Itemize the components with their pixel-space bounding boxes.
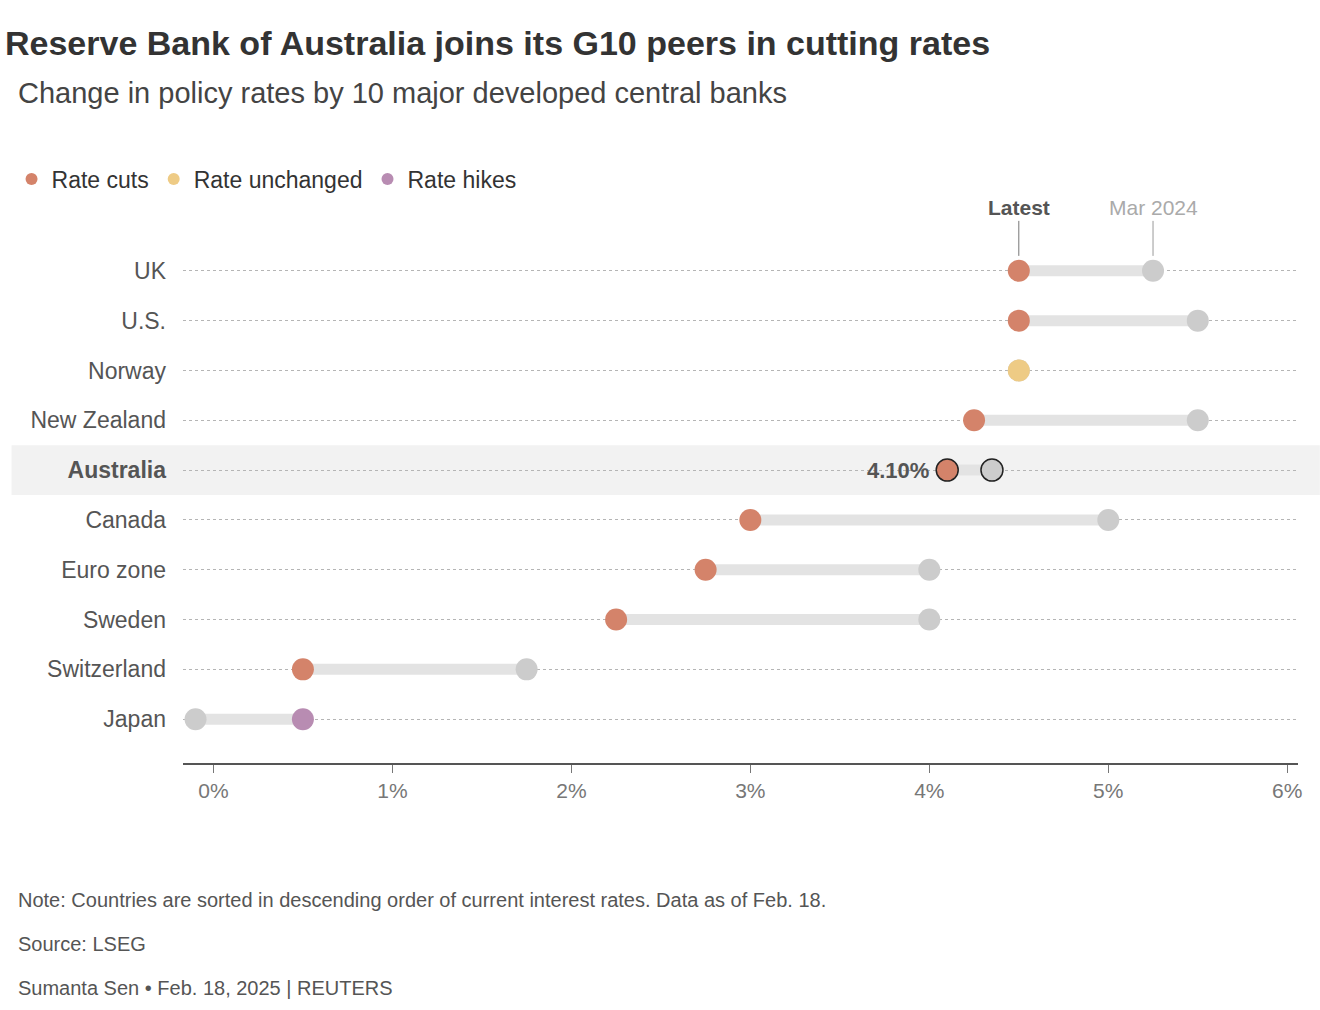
- svg-text:6%: 6%: [1272, 779, 1302, 802]
- svg-text:0%: 0%: [198, 779, 228, 802]
- svg-text:Euro zone: Euro zone: [61, 557, 166, 583]
- svg-text:3%: 3%: [735, 779, 765, 802]
- svg-text:4%: 4%: [914, 779, 944, 802]
- svg-text:Rate hikes: Rate hikes: [408, 167, 517, 193]
- svg-text:New Zealand: New Zealand: [30, 407, 166, 433]
- svg-text:Source: LSEG: Source: LSEG: [18, 933, 146, 955]
- svg-text:Australia: Australia: [68, 457, 167, 483]
- svg-text:Note: Countries are sorted in: Note: Countries are sorted in descending…: [18, 889, 826, 911]
- svg-text:Latest: Latest: [988, 196, 1050, 219]
- svg-text:Sumanta Sen • Feb. 18, 2025 |: Sumanta Sen • Feb. 18, 2025 | REUTERS: [18, 977, 393, 999]
- svg-text:Switzerland: Switzerland: [47, 656, 166, 682]
- svg-text:Rate cuts: Rate cuts: [52, 167, 149, 193]
- svg-text:UK: UK: [134, 258, 167, 284]
- svg-text:Norway: Norway: [88, 358, 166, 384]
- svg-text:Mar 2024: Mar 2024: [1109, 196, 1198, 219]
- svg-text:Canada: Canada: [85, 507, 166, 533]
- svg-text:Change in policy rates by 10 m: Change in policy rates by 10 major devel…: [18, 77, 787, 109]
- svg-text:5%: 5%: [1093, 779, 1123, 802]
- svg-text:Reserve Bank of Australia join: Reserve Bank of Australia joins its G10 …: [5, 24, 990, 62]
- svg-text:Japan: Japan: [103, 706, 166, 732]
- svg-text:Sweden: Sweden: [83, 607, 166, 633]
- svg-text:U.S.: U.S.: [121, 308, 166, 334]
- svg-text:Rate unchanged: Rate unchanged: [194, 167, 363, 193]
- svg-text:2%: 2%: [556, 779, 586, 802]
- svg-text:1%: 1%: [377, 779, 407, 802]
- svg-text:4.10%: 4.10%: [867, 458, 929, 483]
